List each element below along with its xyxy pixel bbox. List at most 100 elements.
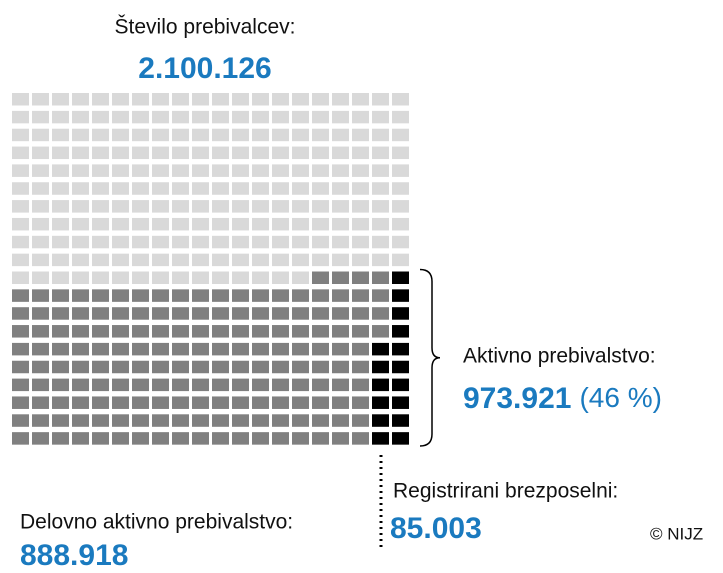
employed-square [112,342,129,356]
employed-square [72,325,89,338]
employed-square [132,360,149,374]
employed-square [132,432,149,445]
employed-square [92,414,109,427]
employed-square [232,325,249,338]
employed-square [352,360,369,374]
population-square [212,93,229,106]
population-square [332,217,349,231]
employed-square [72,342,89,356]
population-square [292,235,309,249]
unemployed-square [392,414,409,427]
employed-square [192,325,209,338]
employed-square [72,378,89,392]
employed-square [172,307,189,320]
employed-square [252,396,269,409]
employed-square [172,396,189,409]
employed-square [112,432,129,445]
population-square [332,182,349,195]
population-square [92,217,109,231]
employed-square [372,325,389,338]
population-square [32,271,49,284]
employed-square [152,360,169,374]
employed-square [212,342,229,356]
employed-square [332,307,349,320]
population-square [352,235,369,249]
population-square [392,93,409,106]
population-square [392,146,409,160]
employed-square [292,342,309,356]
population-square [12,253,29,267]
employed-square [212,396,229,409]
employed-square [252,325,269,338]
population-square [392,128,409,142]
unemployed-square [372,396,389,409]
employed-square [152,414,169,427]
population-square [152,128,169,142]
employed-square [212,378,229,392]
population-square [12,182,29,195]
employed-square [372,307,389,320]
population-square [92,93,109,106]
employed-square [92,342,109,356]
employed-square [312,378,329,392]
population-square [152,146,169,160]
population-square [212,164,229,177]
population-square [132,93,149,106]
employed-square [292,325,309,338]
population-square [132,110,149,124]
population-square [232,271,249,284]
population-square [132,271,149,284]
employed-square [12,289,29,302]
population-square [132,235,149,249]
employed-square [172,432,189,445]
employed-square [352,307,369,320]
employed-square [92,325,109,338]
population-square [232,164,249,177]
population-square [12,110,29,124]
population-square [212,235,229,249]
population-square [152,271,169,284]
employed-square [192,378,209,392]
population-square [152,200,169,213]
employed-square [352,378,369,392]
employed-square [52,378,69,392]
employed-square [332,432,349,445]
population-square [392,217,409,231]
population-square [52,182,69,195]
population-square [192,235,209,249]
population-square [212,253,229,267]
employed-square [172,360,189,374]
population-square [352,128,369,142]
population-square [212,110,229,124]
employed-square [352,325,369,338]
employed-square [72,396,89,409]
employed-square [132,289,149,302]
population-square [252,93,269,106]
population-square [112,182,129,195]
employed-square [292,307,309,320]
population-square [172,146,189,160]
population-square [212,217,229,231]
employed-square [292,378,309,392]
population-square [112,200,129,213]
population-square [332,110,349,124]
employed-square [352,396,369,409]
population-square [192,164,209,177]
population-square [312,235,329,249]
population-square [292,200,309,213]
population-square [372,253,389,267]
population-square [252,217,269,231]
employed-square [332,396,349,409]
employed-square [152,396,169,409]
employed-square [12,432,29,445]
population-square [392,200,409,213]
population-square [252,146,269,160]
employed-square [312,342,329,356]
population-square [332,146,349,160]
population-square [252,200,269,213]
unemployed-square [392,307,409,320]
population-square [172,217,189,231]
employed-square [112,360,129,374]
population-square [252,235,269,249]
population-square [72,200,89,213]
